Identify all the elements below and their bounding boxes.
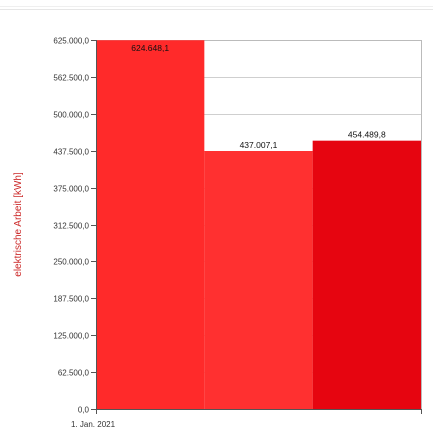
data-label: 454.489,8 bbox=[348, 130, 386, 140]
y-tick-label: 375.000,0 bbox=[53, 185, 89, 194]
y-tick-label: 62.500,0 bbox=[58, 369, 90, 378]
data-label: 437.007,1 bbox=[240, 140, 278, 150]
y-axis-label: elektrische Arbeit [kWh] bbox=[13, 172, 24, 277]
y-tick-label: 437.500,0 bbox=[53, 148, 89, 157]
y-tick-label: 312.500,0 bbox=[53, 222, 89, 231]
toolbar-divider bbox=[0, 6, 433, 7]
axes bbox=[91, 40, 422, 414]
y-tick-label: 250.000,0 bbox=[53, 258, 89, 267]
bar bbox=[96, 40, 205, 409]
y-tick-label: 125.000,0 bbox=[53, 332, 89, 341]
bar bbox=[204, 150, 313, 409]
y-tick-label: 625.000,0 bbox=[53, 37, 89, 46]
y-tick-label: 187.500,0 bbox=[53, 295, 89, 304]
data-label: 624.648,1 bbox=[131, 43, 169, 53]
y-tick-label: 0,0 bbox=[78, 406, 90, 415]
y-tick-label: 500.000,0 bbox=[53, 111, 89, 120]
top-toolbar-strip bbox=[0, 0, 433, 10]
bars bbox=[96, 40, 421, 409]
y-tick-label: 562.500,0 bbox=[53, 74, 89, 83]
bar bbox=[312, 140, 421, 409]
labels: 0,0 62.500,0 125.000,0 187.500,0 250.000,0 31… bbox=[53, 37, 386, 430]
x-tick-label: 1. Jan. 2021 bbox=[71, 420, 116, 429]
